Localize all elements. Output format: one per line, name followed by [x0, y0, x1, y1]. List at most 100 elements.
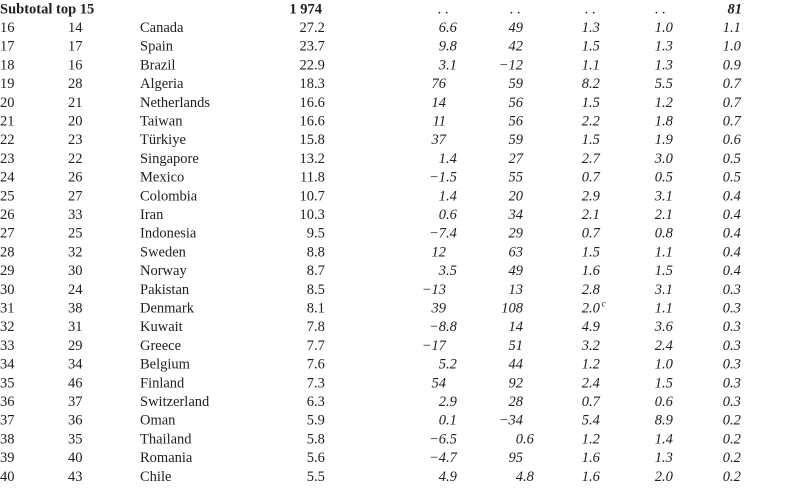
cell: 1.5	[582, 95, 600, 111]
cell: 2.7	[582, 151, 601, 167]
cell: 23.7	[300, 39, 325, 55]
cell: 59	[509, 76, 524, 92]
cell: 8.7	[307, 263, 325, 279]
cell: 9.5	[307, 226, 325, 242]
cell: 35	[68, 431, 83, 447]
cell: 25	[68, 226, 83, 242]
cell: 76	[432, 76, 447, 92]
cell: Norway	[140, 263, 187, 279]
cell: 32	[0, 319, 15, 335]
cell: 16.6	[300, 114, 325, 130]
cell: 2.4	[655, 338, 673, 354]
cell: Indonesia	[140, 226, 197, 242]
cell: 5.4	[582, 413, 600, 429]
cell: 23	[0, 151, 15, 167]
cell: 4.8	[516, 469, 535, 485]
cell: 17	[68, 39, 83, 55]
cell: Iran	[140, 207, 164, 223]
cell: 0.6	[723, 132, 742, 148]
cell: Finland	[140, 375, 185, 391]
cell: 0.8	[655, 226, 674, 242]
cell: 40	[68, 450, 83, 466]
cell: 39	[0, 450, 15, 466]
cell: 1.2	[582, 357, 600, 373]
cell: 49	[509, 263, 524, 279]
cell: 1.0	[655, 20, 674, 36]
cell: 2.0	[582, 301, 601, 317]
cell: 2.4	[582, 375, 600, 391]
cell: 0.3	[723, 375, 741, 391]
cell: 8.8	[307, 244, 325, 260]
cell: 0.7	[582, 394, 601, 410]
cell: 3.6	[654, 319, 674, 335]
cell: 1.5	[582, 132, 600, 148]
cell: Mexico	[140, 170, 184, 186]
cell: 37	[431, 132, 447, 148]
cell: 1.1	[655, 301, 673, 317]
cell: 0.3	[723, 319, 741, 335]
cell: 33	[68, 207, 83, 223]
cell: 24	[68, 282, 83, 298]
cell: Canada	[140, 20, 184, 36]
cell: 0.1	[439, 413, 457, 429]
cell: 6.6	[439, 20, 458, 36]
cell: 36	[68, 413, 83, 429]
cell: −8.8	[429, 319, 458, 335]
cell: 8.1	[307, 301, 325, 317]
cell: 0.2	[723, 469, 741, 485]
cell: 14	[432, 95, 447, 111]
cell: Belgium	[140, 357, 191, 373]
cell: 27	[0, 226, 15, 242]
cell: 38	[0, 431, 15, 447]
cell: 1.1	[582, 57, 600, 73]
cell: −4.7	[429, 450, 458, 466]
cell: 5.9	[307, 413, 325, 429]
cell: 30	[68, 263, 83, 279]
cell: 56	[509, 114, 524, 130]
cell: 6.3	[307, 394, 325, 410]
cell: 5.5	[655, 76, 673, 92]
cell: 8.2	[582, 76, 600, 92]
cell: 27	[509, 151, 524, 167]
cell: 1.5	[655, 263, 673, 279]
cell: 3.1	[654, 282, 673, 298]
cell: 30	[0, 282, 15, 298]
cell: 5.8	[307, 431, 325, 447]
cell: 26	[0, 207, 15, 223]
cell: 18.3	[300, 76, 325, 92]
cell: 49	[509, 20, 524, 36]
cell: 0.6	[439, 207, 458, 223]
cell: 5.5	[307, 469, 325, 485]
cell: 95	[509, 450, 524, 466]
cell: 0.7	[723, 95, 742, 111]
cell: 1.1	[655, 244, 673, 260]
cell: 16.6	[300, 95, 325, 111]
cell: 36	[0, 394, 15, 410]
cell: Chile	[140, 469, 171, 485]
cell: Greece	[140, 338, 181, 354]
cell: 3.1	[438, 57, 457, 73]
cell: 0.3	[723, 282, 741, 298]
cell: 1.1	[723, 20, 741, 36]
cell: 1.4	[439, 188, 457, 204]
cell: 0.3	[723, 357, 741, 373]
cell: 7.7	[307, 338, 325, 354]
cell: 29	[0, 263, 15, 279]
cell: Sweden	[140, 244, 187, 260]
cell: 21	[0, 114, 15, 130]
cell: Oman	[140, 413, 176, 429]
cell: 3.0	[654, 151, 674, 167]
header-cell: Subtotal top 15	[0, 1, 94, 17]
cell: 34	[0, 357, 15, 373]
cell: 1.2	[582, 431, 600, 447]
cell: 0.5	[723, 151, 741, 167]
cell: 33	[0, 338, 15, 354]
cell: Colombia	[140, 188, 198, 204]
cell: 0.2	[723, 413, 741, 429]
header-cell: 81	[728, 1, 743, 17]
cell: 7.8	[307, 319, 325, 335]
cell: 11	[433, 114, 446, 130]
cell: 1.6	[582, 263, 601, 279]
cell: 7.3	[307, 375, 325, 391]
cell: 0.7	[723, 76, 742, 92]
